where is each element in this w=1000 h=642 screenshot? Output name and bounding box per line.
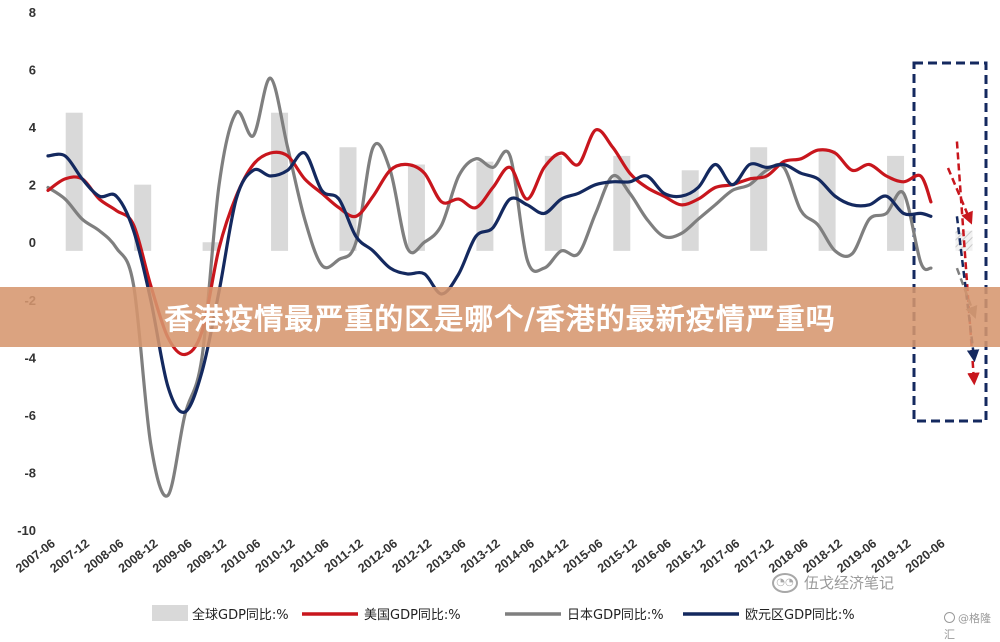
y-tick-label: -10: [17, 523, 36, 538]
global-gdp-bar: [818, 150, 836, 251]
legend-label: 美国GDP同比:%: [364, 608, 461, 623]
y-tick-label: 0: [29, 235, 36, 250]
global-gdp-bar: [339, 147, 357, 251]
watermark: ◔◔ 伍戈经济笔记: [772, 572, 894, 593]
legend: 全球GDP同比:% 美国GDP同比:% 日本GDP同比:% 欧元区GDP同比:%: [152, 605, 855, 623]
banner-text: 香港疫情最严重的区是哪个/香港的最新疫情严重吗: [164, 302, 836, 336]
y-tick-label: -8: [24, 465, 36, 480]
global-gdp-bars: [65, 112, 973, 251]
y-tick-label: -6: [24, 408, 36, 423]
global-gdp-bar: [202, 242, 220, 251]
forecast-box-outline: [912, 61, 988, 423]
global-gdp-bar: [271, 112, 289, 251]
y-tick-label: -4: [24, 350, 36, 365]
wechat-icon: ◔◔: [772, 572, 798, 593]
projection-arrow: [946, 167, 973, 225]
series-line: [46, 76, 933, 498]
global-gdp-bar: [65, 112, 83, 251]
x-axis: 2007-062007-122008-062008-122009-062009-…: [13, 536, 948, 575]
credit-icon: [944, 612, 955, 623]
watermark-text: 伍戈经济笔记: [804, 574, 895, 592]
global-gdp-bar: [544, 155, 562, 251]
x-tick-label: 2020-06: [903, 536, 948, 575]
legend-label: 欧元区GDP同比:%: [745, 608, 855, 623]
y-tick-label: 4: [29, 120, 37, 135]
global-gdp-bar: [681, 170, 699, 251]
legend-label: 全球GDP同比:%: [192, 607, 289, 623]
global-gdp-bar: [476, 161, 494, 251]
legend-label: 日本GDP同比:%: [567, 608, 664, 623]
legend-swatch: [152, 605, 188, 621]
title-banner: 香港疫情最严重的区是哪个/香港的最新疫情严重吗: [0, 287, 1000, 347]
projection-arrow: [955, 216, 980, 363]
global-gdp-bar: [613, 155, 631, 251]
y-tick-label: 2: [29, 178, 36, 193]
forecast-box: [912, 61, 988, 423]
y-tick-label: 8: [29, 5, 36, 20]
credit: @格隆汇: [944, 610, 1000, 642]
y-tick-label: 6: [29, 63, 36, 78]
series-line: [46, 151, 933, 414]
global-gdp-bar: [407, 164, 425, 251]
